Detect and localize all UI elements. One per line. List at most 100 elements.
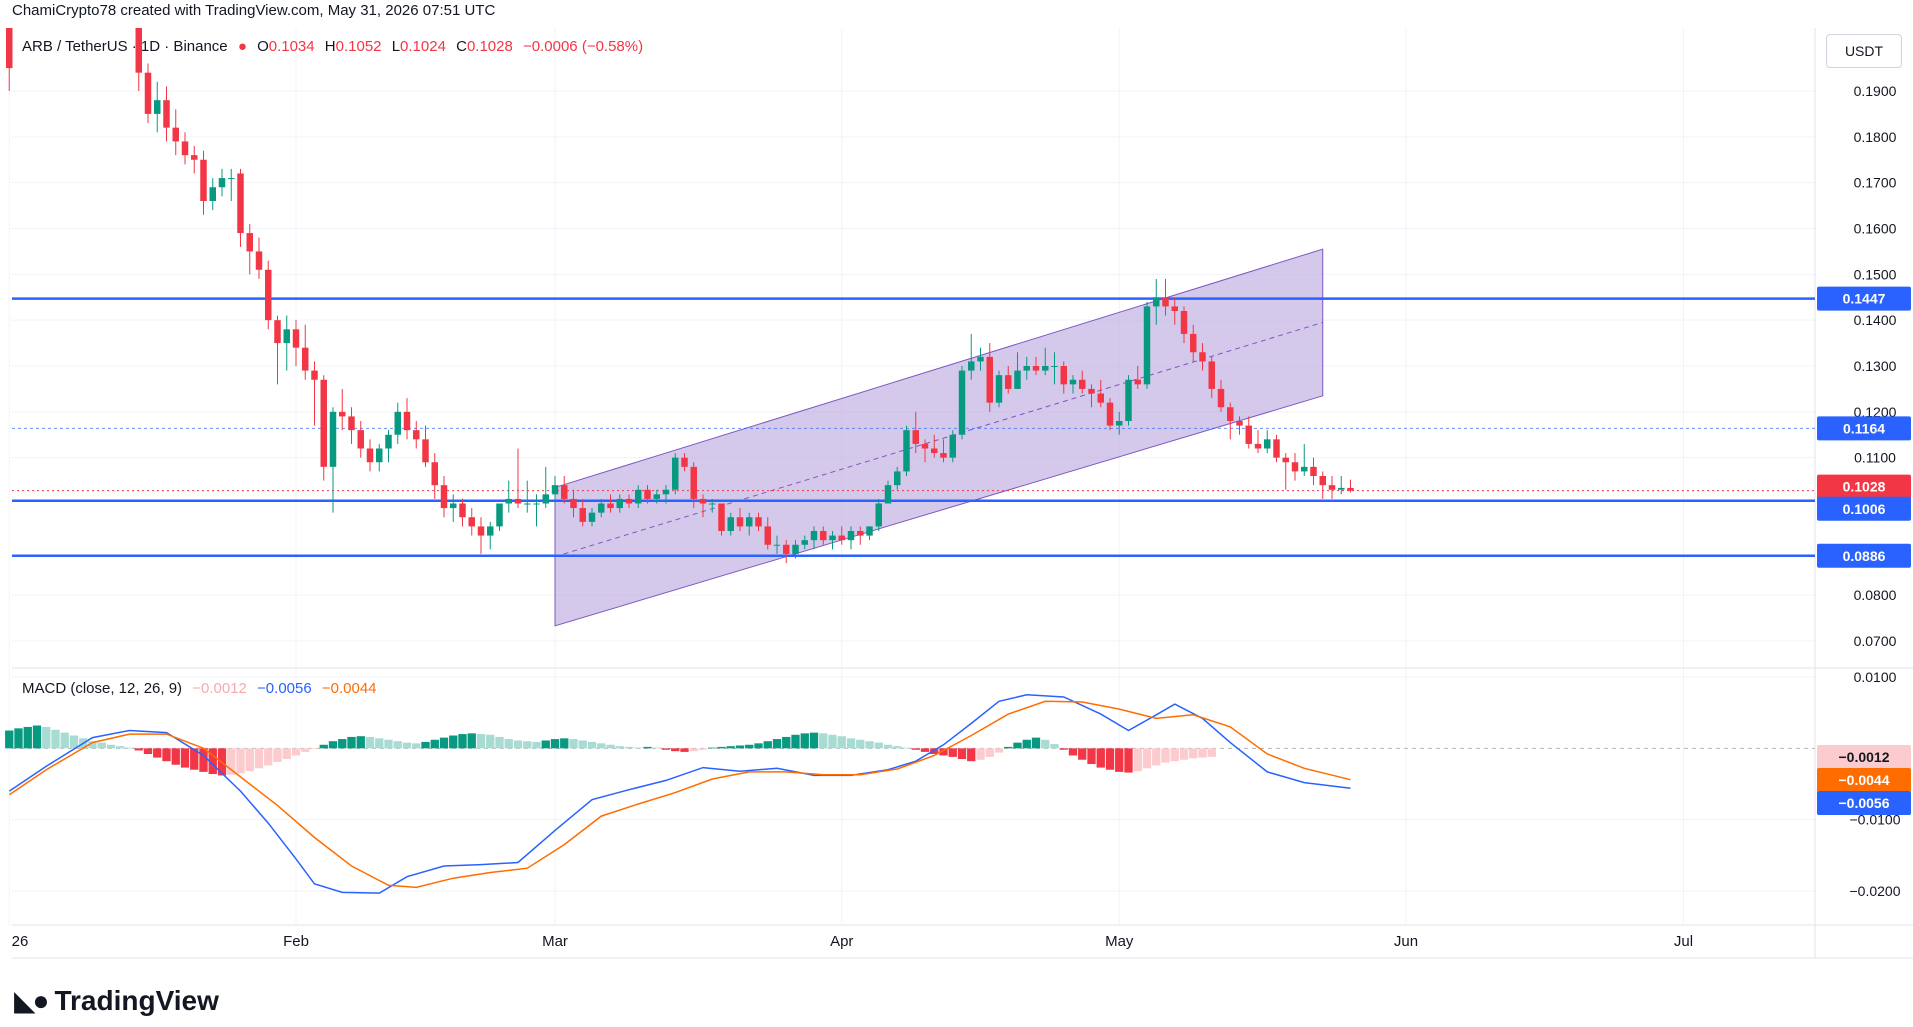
candle-body — [1153, 297, 1160, 307]
macd-histogram-bar — [597, 743, 606, 749]
candle-body — [1116, 421, 1123, 426]
macd-histogram-bar — [911, 748, 920, 750]
candle-body — [977, 356, 984, 362]
candle-body — [181, 141, 189, 156]
macd-histogram-bar — [125, 747, 134, 749]
macd-title[interactable]: MACD (close, 12, 26, 9) — [22, 680, 183, 697]
price-axis-label: 0.0886 — [1843, 548, 1886, 564]
candle-body — [912, 430, 919, 444]
macd-histogram-bar — [1059, 748, 1068, 750]
candle-body — [1097, 393, 1104, 403]
price-axis-label: 0.1028 — [1843, 479, 1886, 495]
candle-body — [607, 503, 614, 509]
candle-body — [385, 434, 392, 449]
tradingview-logo[interactable]: ◣● TradingView — [14, 984, 219, 1017]
macd-histogram-bar — [106, 744, 116, 749]
macd-histogram-bar — [365, 736, 375, 749]
macd-histogram-bar — [1115, 748, 1124, 772]
currency-unit-button[interactable]: USDT — [1826, 34, 1902, 68]
candle-body — [801, 540, 808, 545]
macd-histogram-bar — [1152, 748, 1161, 766]
macd-histogram-bar — [143, 748, 153, 755]
candle-body — [1301, 466, 1308, 472]
candle-body — [477, 526, 485, 536]
ohlc-close: C0.1028 — [456, 38, 513, 55]
macd-histogram-bar — [893, 746, 902, 749]
candle-body — [1032, 366, 1040, 371]
macd-axis-label: −0.0012 — [1839, 749, 1890, 765]
axes: 0.1900 0.1800 0.1700 0.1600 0.1500 0.1400 0.13… — [12, 83, 1901, 950]
candle-body — [579, 508, 586, 522]
macd-histogram-bar — [273, 748, 282, 762]
macd-histogram-bar — [634, 747, 643, 749]
macd-histogram-bar — [439, 737, 449, 749]
macd-histogram-bar — [1179, 748, 1189, 760]
candle-body — [1190, 333, 1197, 353]
candle-body — [376, 448, 383, 463]
macd-histogram-bar — [1133, 748, 1142, 772]
candle-body — [736, 517, 744, 527]
candle-body — [496, 503, 503, 527]
macd-histogram-bar — [809, 732, 819, 749]
candle-body — [625, 498, 633, 504]
candle-body — [829, 535, 836, 541]
candle-body — [1069, 379, 1077, 385]
macd-histogram-bar — [1041, 739, 1050, 749]
macd-histogram-bar — [180, 748, 190, 768]
macd-histogram-bar — [689, 748, 698, 752]
macd-histogram-bar — [865, 741, 874, 749]
candle-body — [746, 517, 753, 527]
candle-body — [1319, 476, 1326, 486]
macd-histogram-bar — [661, 748, 671, 750]
candle-body — [847, 531, 855, 541]
candle-body — [1254, 443, 1262, 449]
macd-histogram-bar — [190, 748, 199, 770]
macd-tick-label: −0.0100 — [1850, 812, 1901, 828]
candle-body — [265, 269, 272, 321]
parallel-channel[interactable] — [554, 248, 1324, 627]
candle-body — [561, 485, 568, 499]
candle-body — [838, 535, 845, 541]
macd-histogram-bar — [162, 748, 171, 762]
macd-histogram-bar — [495, 736, 504, 749]
candle-body — [348, 416, 355, 431]
price-axis-label-bg — [1817, 496, 1911, 521]
candle-body — [1171, 306, 1178, 311]
macd-histogram-bar — [476, 734, 486, 749]
macd-histogram-bar — [550, 739, 560, 749]
macd-histogram-bar — [486, 734, 495, 749]
symbol-label[interactable]: ARB / TetherUS · 1D · Binance — [22, 38, 228, 55]
macd-histogram-bar — [97, 742, 106, 749]
time-tick-label: Mar — [542, 933, 568, 950]
ohlc-low: L0.1024 — [392, 38, 446, 55]
macd-axis-label-bg — [1817, 791, 1911, 815]
macd-histogram-bar — [772, 739, 782, 749]
candle-body — [783, 544, 790, 554]
price-axis-label-bg — [1817, 543, 1911, 568]
macd-histogram-bar — [504, 739, 513, 749]
candle-body — [431, 462, 438, 486]
candle-body — [366, 448, 374, 463]
candle-body — [144, 72, 152, 114]
macd-line-value: −0.0056 — [257, 680, 312, 697]
macd-histogram-bar — [920, 748, 930, 752]
candle-body — [1180, 311, 1188, 334]
macd-histogram-bar — [32, 725, 42, 749]
macd-histogram-bar — [199, 748, 208, 772]
candle-body — [727, 517, 734, 531]
candle-body — [1079, 379, 1086, 389]
open-label: O — [257, 38, 269, 55]
macd-histogram-bar — [88, 741, 97, 749]
macd-histogram-bar — [587, 741, 597, 749]
macd-histogram-bar — [421, 741, 430, 749]
candle-body — [329, 411, 337, 467]
macd-signal-value: −0.0044 — [321, 680, 377, 697]
candle-body — [551, 485, 559, 495]
candle-body — [1051, 366, 1058, 367]
candle-body — [274, 320, 281, 344]
candle-body — [1005, 375, 1012, 389]
macd-histogram-bar — [153, 748, 162, 758]
macd-histogram-bar — [458, 734, 467, 749]
horizontal-levels[interactable] — [12, 297, 1815, 557]
